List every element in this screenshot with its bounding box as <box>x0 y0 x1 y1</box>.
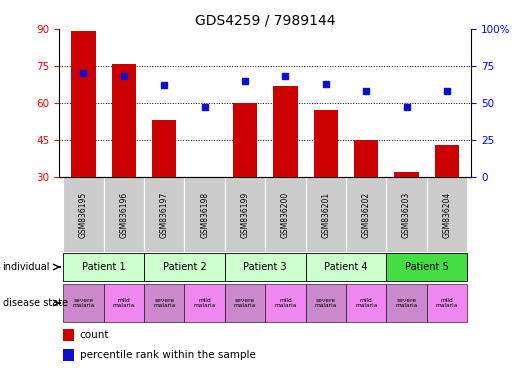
Bar <box>346 284 386 322</box>
Bar <box>273 86 298 177</box>
Text: mild
malaria: mild malaria <box>113 298 135 308</box>
Bar <box>435 145 459 177</box>
Bar <box>394 172 419 177</box>
Bar <box>63 284 104 322</box>
Bar <box>427 284 467 322</box>
Text: individual: individual <box>3 262 50 272</box>
Point <box>403 104 411 111</box>
Bar <box>305 253 386 281</box>
Bar <box>427 177 467 252</box>
Text: GSM836195: GSM836195 <box>79 191 88 238</box>
Text: severe
malaria: severe malaria <box>72 298 95 308</box>
Bar <box>314 111 338 177</box>
Text: GSM836199: GSM836199 <box>241 191 250 238</box>
Bar <box>225 177 265 252</box>
Point <box>443 88 451 94</box>
Point <box>119 73 128 79</box>
Point <box>241 78 249 84</box>
Bar <box>233 103 257 177</box>
Bar <box>354 140 379 177</box>
Text: mild
malaria: mild malaria <box>274 298 297 308</box>
Bar <box>72 31 96 177</box>
Point <box>200 104 209 111</box>
Bar <box>265 177 305 252</box>
Bar <box>63 329 74 341</box>
Text: GSM836197: GSM836197 <box>160 191 169 238</box>
Text: GSM836196: GSM836196 <box>119 191 128 238</box>
Bar <box>225 253 305 281</box>
Text: GSM836201: GSM836201 <box>321 192 330 238</box>
Text: GSM836204: GSM836204 <box>442 191 452 238</box>
Bar <box>63 253 144 281</box>
Text: disease state: disease state <box>3 298 67 308</box>
Bar <box>386 177 427 252</box>
Point <box>322 81 330 87</box>
Point <box>79 70 88 76</box>
Text: GSM836203: GSM836203 <box>402 191 411 238</box>
Point <box>160 82 168 88</box>
Text: GSM836200: GSM836200 <box>281 191 290 238</box>
Text: severe
malaria: severe malaria <box>396 298 418 308</box>
Bar <box>305 284 346 322</box>
Bar <box>184 284 225 322</box>
Text: count: count <box>80 330 109 340</box>
Text: Patient 1: Patient 1 <box>82 262 126 272</box>
Bar <box>265 284 305 322</box>
Bar <box>63 349 74 361</box>
Text: mild
malaria: mild malaria <box>436 298 458 308</box>
Bar <box>63 177 104 252</box>
Text: GSM836198: GSM836198 <box>200 192 209 238</box>
Bar <box>386 284 427 322</box>
Text: Patient 3: Patient 3 <box>244 262 287 272</box>
Bar <box>112 63 136 177</box>
Bar <box>386 253 467 281</box>
Text: severe
malaria: severe malaria <box>153 298 176 308</box>
Text: severe
malaria: severe malaria <box>315 298 337 308</box>
Bar <box>184 177 225 252</box>
Text: Patient 5: Patient 5 <box>405 262 449 272</box>
Bar <box>144 284 184 322</box>
Bar <box>305 177 346 252</box>
Text: Patient 4: Patient 4 <box>324 262 368 272</box>
Text: mild
malaria: mild malaria <box>355 298 377 308</box>
Bar <box>104 284 144 322</box>
Point <box>362 88 370 94</box>
Bar <box>346 177 386 252</box>
Text: severe
malaria: severe malaria <box>234 298 256 308</box>
Text: mild
malaria: mild malaria <box>194 298 216 308</box>
Bar <box>152 120 176 177</box>
Text: percentile rank within the sample: percentile rank within the sample <box>80 350 256 360</box>
Title: GDS4259 / 7989144: GDS4259 / 7989144 <box>195 14 335 28</box>
Text: Patient 2: Patient 2 <box>163 262 207 272</box>
Bar <box>225 284 265 322</box>
Text: GSM836202: GSM836202 <box>362 192 371 238</box>
Point <box>281 73 289 79</box>
Bar <box>144 177 184 252</box>
Bar <box>144 253 225 281</box>
Bar <box>104 177 144 252</box>
